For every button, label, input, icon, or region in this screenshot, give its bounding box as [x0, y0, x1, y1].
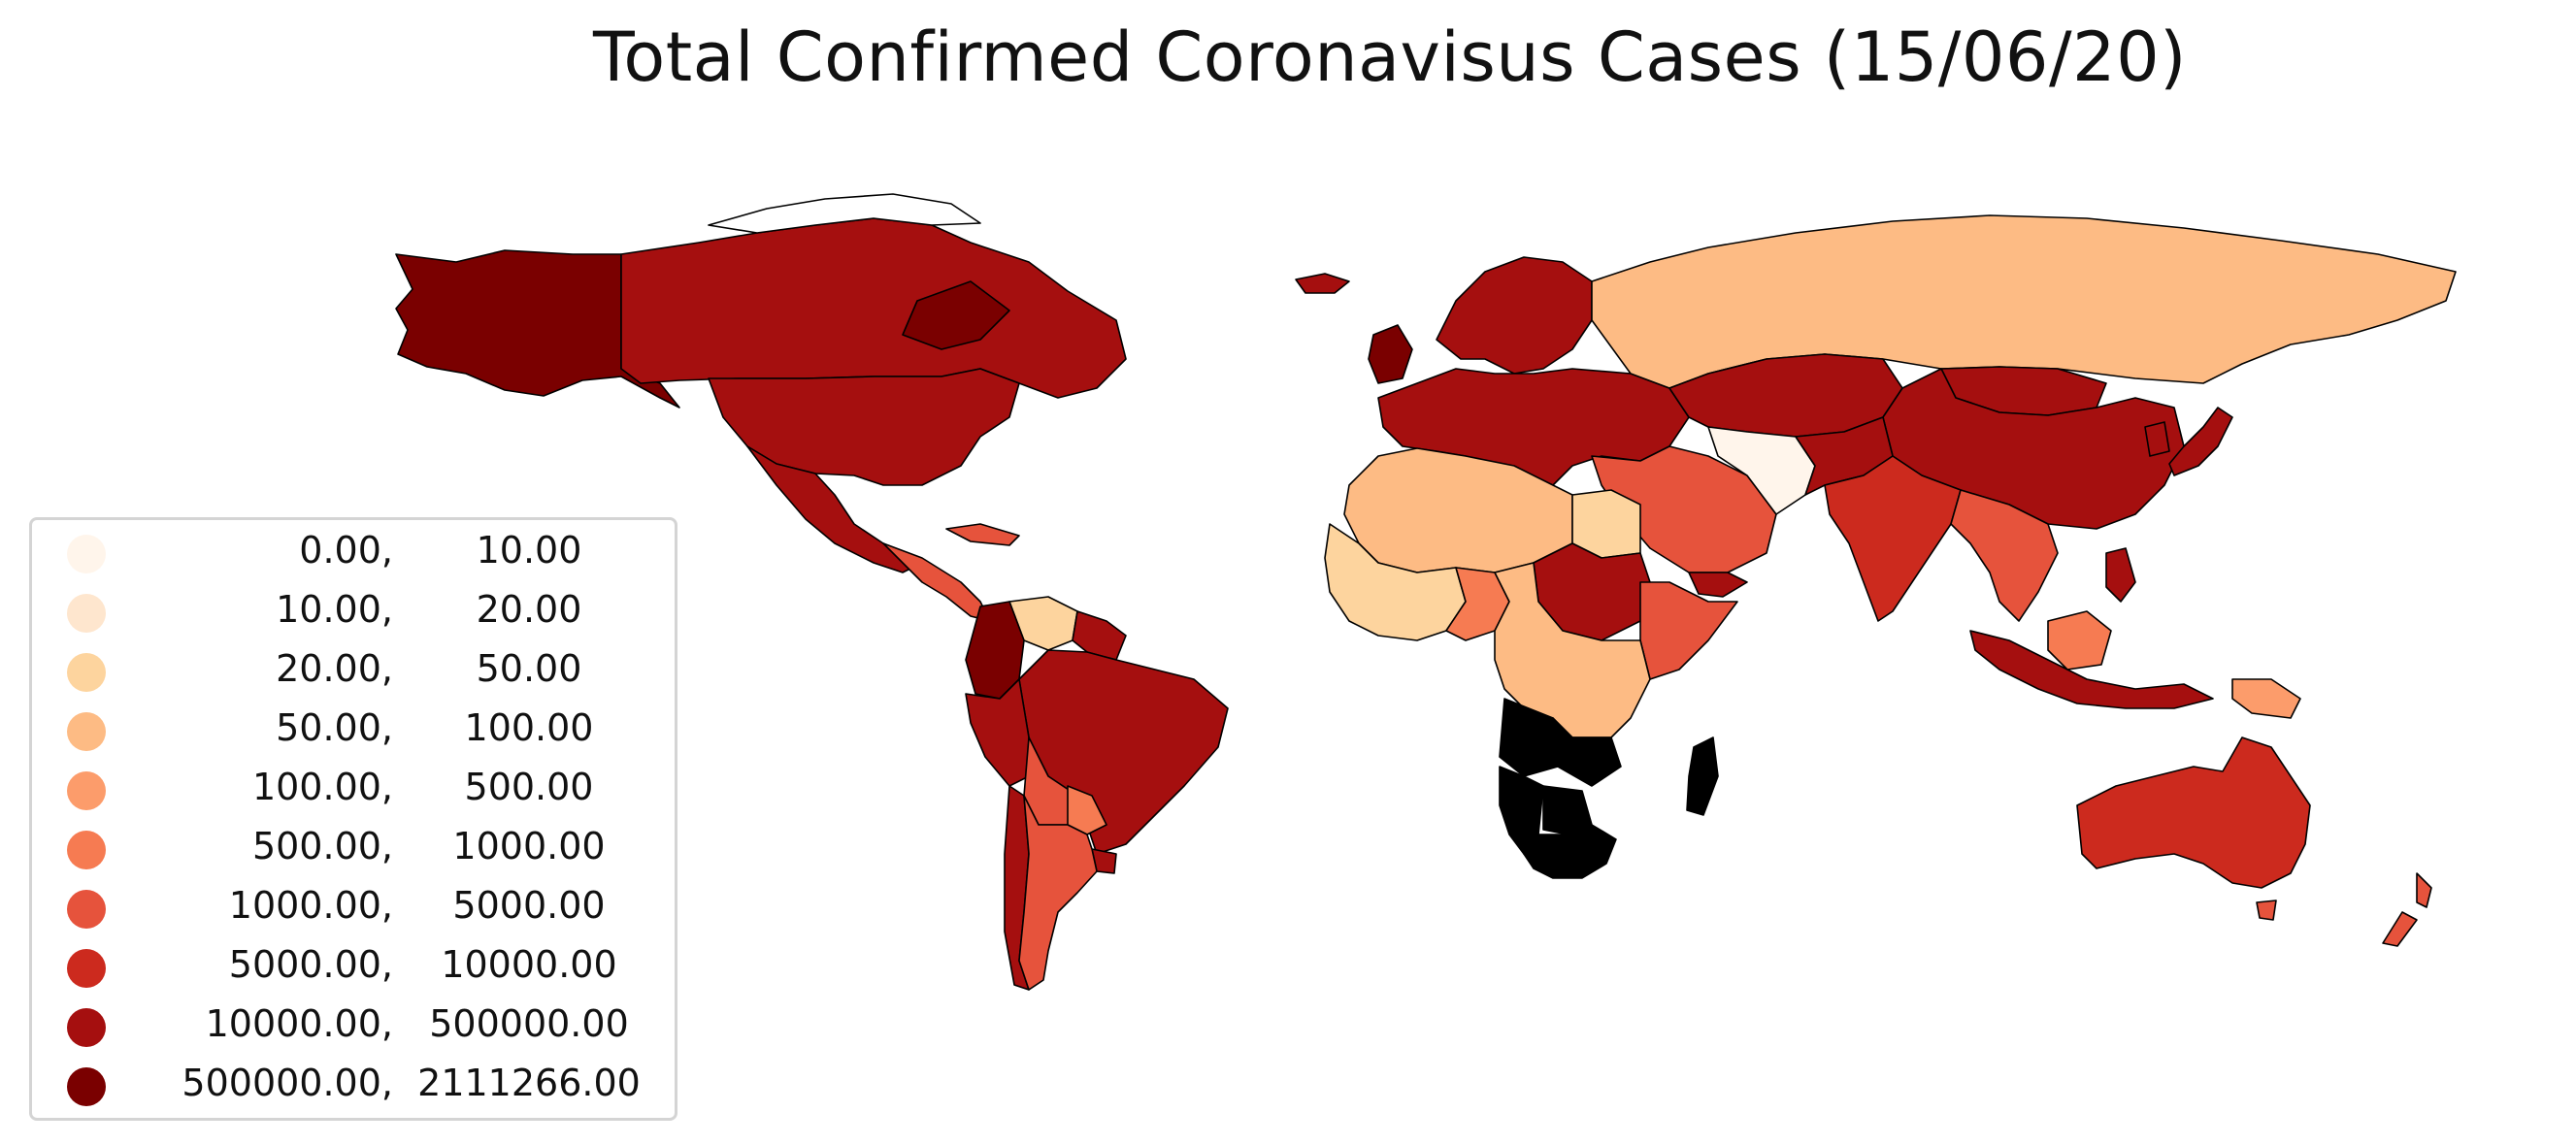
legend-range-low: 500000.00,	[182, 1062, 393, 1104]
region-korea	[2144, 421, 2170, 457]
region-argentina	[1018, 795, 1098, 991]
legend-range-high: 500.00	[464, 766, 594, 808]
legend-range-low: 1000.00,	[228, 884, 393, 927]
region-indonesia	[1969, 630, 2214, 709]
legend-range-low: 0.00,	[299, 529, 393, 572]
region-central-america	[882, 542, 991, 622]
legend-item: 1000.00, 5000.00	[32, 878, 675, 937]
region-angola	[1499, 698, 1559, 777]
legend-item: 10.00, 20.00	[32, 582, 675, 641]
legend-swatch	[67, 831, 106, 869]
legend: 0.00, 10.00 10.00, 20.00 20.00, 50.00 50.00, 10…	[29, 517, 677, 1121]
region-canada-arctic	[708, 193, 981, 234]
legend-swatch	[67, 594, 106, 633]
legend-swatch	[67, 890, 106, 929]
legend-range-high: 500000.00	[429, 1002, 629, 1045]
legend-item: 0.00, 10.00	[32, 523, 675, 582]
legend-item: 50.00, 100.00	[32, 701, 675, 760]
legend-swatch	[67, 771, 106, 810]
region-uk	[1368, 324, 1413, 384]
region-new-zealand	[2382, 872, 2432, 947]
region-madagascar	[1686, 736, 1719, 816]
legend-swatch	[67, 1067, 106, 1106]
region-alaska	[395, 249, 680, 409]
region-canada	[620, 217, 1127, 399]
region-yemen	[1688, 572, 1748, 598]
legend-swatch	[67, 1008, 106, 1047]
legend-range-low: 500.00,	[251, 825, 393, 867]
region-tasmania	[2256, 900, 2277, 921]
legend-item: 500000.00, 2111266.00	[32, 1056, 675, 1115]
region-russia	[1591, 214, 2457, 389]
legend-item: 20.00, 50.00	[32, 641, 675, 701]
region-zambia	[1552, 717, 1622, 787]
region-paraguay	[1067, 785, 1107, 835]
legend-range-low: 10000.00,	[205, 1002, 393, 1045]
legend-swatch	[67, 535, 106, 573]
region-iceland	[1295, 273, 1350, 294]
legend-swatch	[67, 653, 106, 692]
region-united-states	[708, 368, 1020, 486]
region-philippines	[2105, 547, 2136, 603]
legend-swatch	[67, 712, 106, 751]
region-borneo	[2047, 610, 2112, 671]
legend-range-low: 50.00,	[276, 706, 393, 749]
legend-range-low: 10.00,	[276, 588, 393, 631]
legend-swatch	[67, 949, 106, 988]
legend-range-high: 50.00	[476, 647, 582, 690]
region-scandinavia	[1436, 256, 1593, 375]
legend-range-high: 10.00	[476, 529, 582, 572]
region-australia	[2076, 736, 2311, 889]
legend-range-high: 1000.00	[452, 825, 606, 867]
region-papua-new-guinea	[2231, 678, 2301, 719]
region-cuba	[945, 523, 1020, 546]
legend-range-low: 20.00,	[276, 647, 393, 690]
region-japan	[2168, 407, 2233, 476]
legend-item: 500.00, 1000.00	[32, 819, 675, 878]
region-central-africa	[1494, 562, 1651, 738]
map-title: Total Confirmed Coronavisus Cases (15/06…	[593, 17, 2187, 97]
legend-item: 5000.00, 10000.00	[32, 937, 675, 997]
legend-range-low: 5000.00,	[228, 943, 393, 986]
region-greenland	[902, 280, 1010, 350]
region-southeast-asia	[1950, 489, 2059, 622]
legend-item: 10000.00, 500000.00	[32, 997, 675, 1056]
legend-range-high: 20.00	[476, 588, 582, 631]
region-south-africa	[1523, 824, 1617, 879]
region-india	[1824, 455, 1962, 622]
legend-range-low: 100.00,	[251, 766, 393, 808]
legend-item: 100.00, 500.00	[32, 760, 675, 819]
legend-range-high: 100.00	[464, 706, 594, 749]
legend-range-high: 10000.00	[441, 943, 617, 986]
legend-range-high: 2111266.00	[417, 1062, 641, 1104]
legend-range-high: 5000.00	[452, 884, 606, 927]
